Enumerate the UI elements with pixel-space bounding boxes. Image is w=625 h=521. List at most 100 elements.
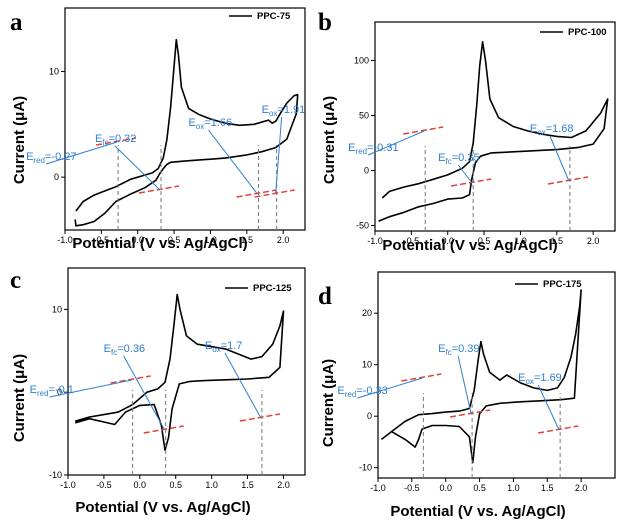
x-tick-label: -0.5 (404, 236, 420, 246)
legend-label-b: PPC-100 (568, 27, 607, 38)
legend-c: PPC-125 (225, 283, 292, 294)
x-tick-label: 0.0 (131, 235, 144, 245)
annotation-arrow (123, 355, 166, 431)
onset-annotation: Efc=0.36 (104, 343, 145, 357)
onset-annotation: Ered=-0.33 (337, 385, 387, 399)
tangent-line (239, 413, 281, 422)
x-tick-label: 1.0 (514, 236, 527, 246)
panel-c: c Current (μA) Potential (V vs. Ag/AgCl)… (10, 267, 306, 516)
tangent-line (254, 189, 295, 198)
tangent-line (449, 409, 491, 418)
y-tick-label: 50 (359, 111, 369, 121)
x-tick-label: 1.0 (204, 235, 217, 245)
y-tick-label: 10 (49, 66, 59, 76)
x-tick-label: 0.5 (168, 235, 181, 245)
plot-frame-a (64, 7, 306, 231)
tangent-line (143, 425, 184, 434)
x-tick-label: 2.0 (277, 480, 290, 490)
y-tick-label: -10 (359, 463, 372, 473)
panel-d: d Current (μA) Potential (V vs. Ag/AgCl)… (318, 271, 616, 520)
x-tick-label: -1.0 (60, 480, 76, 490)
y-tick-label: 10 (362, 360, 372, 370)
panel-label-c: c (10, 267, 21, 294)
legend-label-c: PPC-125 (253, 283, 292, 294)
x-tick-label: 2.0 (575, 483, 588, 493)
tangent-line (110, 375, 151, 384)
x-tick-label: 0.5 (169, 480, 182, 490)
legend-d: PPC-175 (515, 279, 582, 290)
x-tick-label: -1.0 (57, 235, 73, 245)
y-tick-label: 10 (52, 304, 62, 314)
x-axis-label-b: Potential (V vs. Ag/AgCl) (382, 237, 557, 254)
y-tick-label: 100 (354, 56, 369, 66)
annotation-arrow (114, 145, 161, 191)
tangent-line (547, 176, 589, 185)
x-tick-label: 1.5 (551, 236, 564, 246)
y-tick-label: 0 (57, 387, 62, 397)
tangent-line (401, 373, 442, 382)
onset-annotation: Eox=1.69 (518, 372, 562, 386)
panel-label-b: b (318, 9, 332, 36)
x-axis-label-c: Potential (V vs. Ag/AgCl) (75, 499, 250, 516)
onset-annotation: Eox=1.7 (205, 340, 243, 354)
tangent-line (403, 126, 444, 135)
onset-annotation: Ered=-0.27 (26, 151, 76, 165)
y-axis-label-b: Current (μA) (321, 96, 338, 184)
tangent-line (95, 137, 137, 146)
onset-annotation: Eox=1.68 (530, 123, 574, 137)
x-tick-label: 1.5 (241, 235, 254, 245)
onset-annotation: Efc=0.35 (438, 152, 479, 166)
x-tick-label: 2.0 (587, 236, 600, 246)
onset-annotation: Eox=1.66 (188, 117, 232, 131)
tangent-line (538, 425, 579, 434)
annotation-arrow (457, 355, 472, 415)
annotation-arrow (45, 141, 118, 165)
onset-annotation: Ered=-0.1 (30, 384, 74, 398)
x-tick-label: 0.5 (478, 236, 491, 246)
annotation-arrow (224, 352, 262, 419)
y-tick-label: -50 (356, 221, 369, 231)
x-tick-label: 0.0 (134, 480, 147, 490)
annotation-arrow (49, 379, 132, 398)
y-tick-label: 0 (364, 166, 369, 176)
y-tick-label: 20 (362, 308, 372, 318)
y-tick-label: -10 (49, 470, 62, 480)
x-tick-label: 0.0 (439, 483, 452, 493)
cv-curve-c (74, 293, 285, 451)
x-tick-label: 0.0 (441, 236, 454, 246)
y-axis-label-a: Current (μA) (11, 96, 28, 184)
legend-a: PPC-75 (229, 11, 291, 22)
legend-b: PPC-100 (540, 27, 607, 38)
x-tick-label: -0.5 (94, 235, 110, 245)
annotation-arrow (367, 130, 425, 156)
panel-b: b Current (μA) Potential (V vs. Ag/AgCl)… (318, 9, 616, 254)
annotation-arrow (208, 129, 258, 195)
cv-curve-b (378, 41, 609, 222)
panel-label-a: a (10, 9, 23, 36)
annotation-arrow (357, 377, 423, 399)
legend-label-d: PPC-175 (543, 279, 582, 290)
x-tick-label: -0.5 (96, 480, 112, 490)
annotation-arrow (537, 384, 560, 431)
x-tick-label: -1.0 (367, 236, 383, 246)
y-tick-label: 0 (367, 411, 372, 421)
onset-annotation: Ered=-0.31 (348, 142, 398, 156)
legend-label-a: PPC-75 (257, 11, 291, 22)
panel-label-d: d (318, 283, 332, 310)
y-tick-label: 0 (54, 172, 59, 182)
x-tick-label: 1.0 (205, 480, 218, 490)
x-tick-label: 2.0 (277, 235, 290, 245)
x-tick-label: 1.5 (241, 480, 254, 490)
onset-annotation: Eox=1.91 (262, 104, 306, 118)
x-axis-label-d: Potential (V vs. Ag/AgCl) (390, 503, 565, 520)
panel-a: a Current (μA) Potential (V vs. Ag/AgCl)… (10, 7, 306, 252)
plot-frame-b (374, 21, 616, 232)
x-tick-label: 1.5 (541, 483, 554, 493)
x-tick-label: -1.0 (370, 483, 386, 493)
plot-frame-c (67, 267, 306, 476)
x-tick-label: 1.0 (507, 483, 520, 493)
onset-annotation: Efc=0.39 (438, 343, 479, 357)
annotation-arrow (549, 135, 570, 182)
y-axis-label-d: Current (μA) (320, 359, 337, 447)
